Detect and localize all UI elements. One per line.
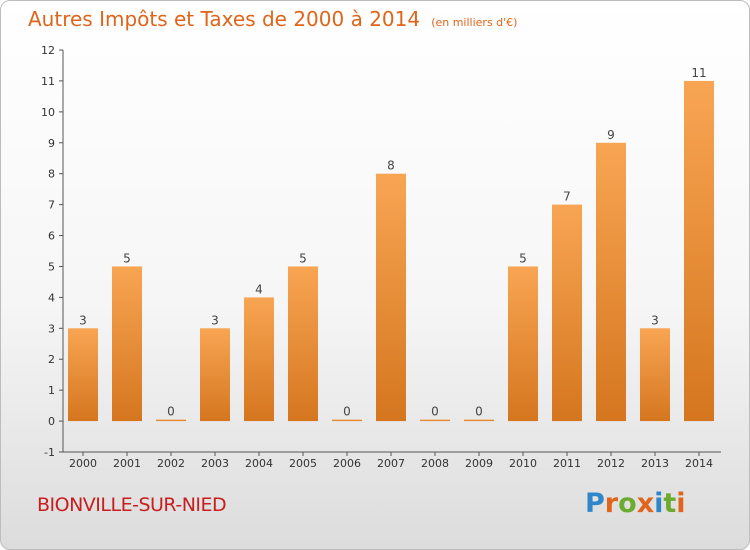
bar-2011 (552, 204, 582, 422)
y-tick-label: 11 (41, 75, 55, 88)
x-tick-label: 2011 (553, 457, 581, 470)
bar-2003 (200, 328, 230, 422)
logo-letter: i (676, 488, 686, 519)
x-tick-label: 2008 (421, 457, 449, 470)
bar-2008 (420, 419, 450, 422)
logo-letter: o (618, 488, 637, 519)
x-tick-label: 2010 (509, 457, 537, 470)
chart-data-labels: 3 5 0 3 4 5 0 8 0 0 5 7 9 3 11 (79, 66, 706, 419)
x-tick-label: 2003 (201, 457, 229, 470)
bar-2001 (112, 266, 142, 422)
chart-title: Autres Impôts et Taxes de 2000 à 2014 (28, 7, 421, 31)
y-tick-label: 12 (41, 44, 55, 57)
y-tick-label: 5 (48, 260, 55, 273)
bar-2006 (332, 419, 362, 422)
data-label-2004: 4 (255, 282, 263, 296)
y-tick-label: 1 (48, 384, 55, 397)
y-tick-label: 9 (48, 137, 55, 150)
data-label-2009: 0 (475, 405, 483, 419)
bar-2004 (244, 297, 274, 422)
x-tick-label: 2004 (245, 457, 273, 470)
logo-letter: t (663, 488, 677, 519)
logo-letter: x (636, 488, 655, 519)
bar-2012 (596, 142, 626, 422)
data-label-2007: 8 (387, 159, 395, 173)
x-tick-label: 2007 (377, 457, 405, 470)
data-label-2003: 3 (211, 313, 219, 327)
bar-2010 (508, 266, 538, 422)
bar-2013 (640, 328, 670, 422)
data-label-2001: 5 (123, 251, 131, 265)
logo-letter: r (604, 488, 619, 519)
data-label-2002: 0 (167, 405, 175, 419)
commune-name: BIONVILLE-SUR-NIED (37, 494, 227, 516)
data-label-2006: 0 (343, 405, 351, 419)
data-label-2010: 5 (519, 251, 527, 265)
x-tick-label: 2014 (685, 457, 713, 470)
y-tick-label: 3 (48, 322, 55, 335)
x-tick-label: 2000 (69, 457, 97, 470)
bar-2002 (156, 419, 186, 422)
data-label-2013: 3 (651, 313, 659, 327)
proxiti-logo[interactable]: Proxiti (585, 488, 686, 519)
data-label-2011: 7 (563, 190, 571, 204)
bar-2000 (68, 328, 98, 422)
x-tick-label: 2002 (157, 457, 185, 470)
bar-2005 (288, 266, 318, 422)
x-tick-label: 2009 (465, 457, 493, 470)
y-tick-label: 0 (48, 415, 55, 428)
y-tick-label: 8 (48, 168, 55, 181)
y-tick-label: 7 (48, 199, 55, 212)
x-tick-label: 2012 (597, 457, 625, 470)
bar-2014 (684, 80, 714, 422)
x-tick-label: 2005 (289, 457, 317, 470)
logo-letter: P (585, 488, 605, 519)
y-tick-label: -1 (44, 446, 55, 459)
bar-2007 (376, 173, 406, 422)
chart-header: Autres Impôts et Taxes de 2000 à 2014 (e… (28, 7, 517, 31)
chart-unit: (en milliers d'€) (431, 16, 518, 29)
data-label-2005: 5 (299, 251, 307, 265)
y-tick-label: 10 (41, 106, 55, 119)
x-tick-label: 2006 (333, 457, 361, 470)
data-label-2014: 11 (691, 66, 706, 80)
logo-letter: i (654, 488, 664, 519)
data-label-2000: 3 (79, 313, 87, 327)
bar-2009 (464, 419, 494, 422)
y-tick-label: 2 (48, 353, 55, 366)
x-tick-label: 2001 (113, 457, 141, 470)
data-label-2008: 0 (431, 405, 439, 419)
data-label-2012: 9 (607, 128, 615, 142)
y-tick-label: 4 (48, 291, 55, 304)
y-tick-label: 6 (48, 230, 55, 243)
chart-bars (68, 80, 714, 422)
x-tick-label: 2013 (641, 457, 669, 470)
